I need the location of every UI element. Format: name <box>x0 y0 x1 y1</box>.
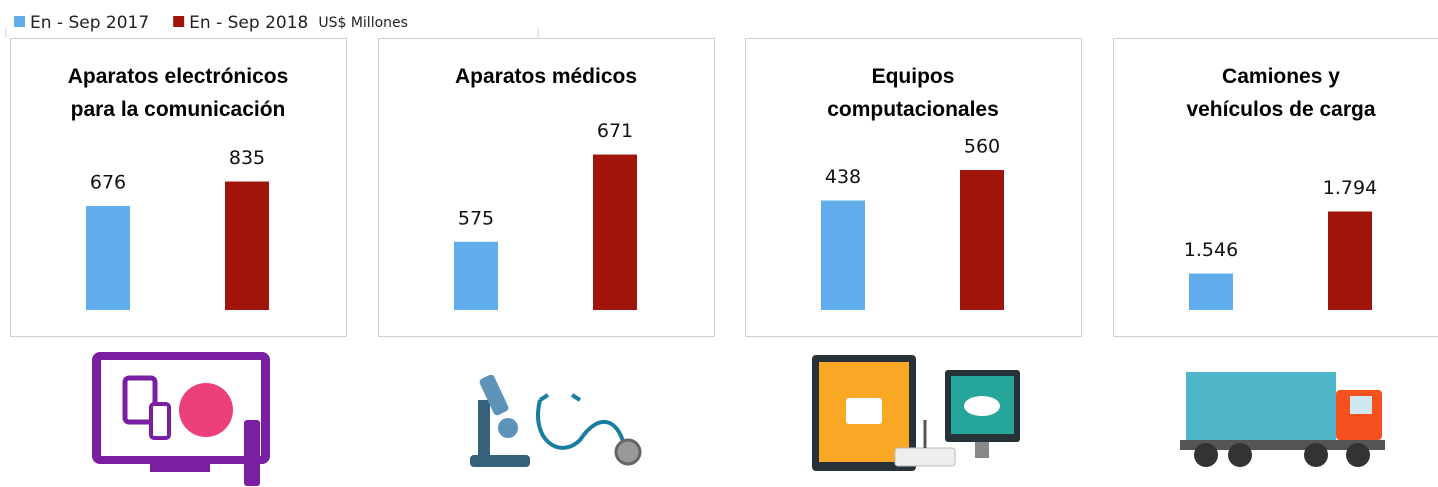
icon-medical <box>470 373 640 467</box>
page: En - Sep 2017 En - Sep 2018 US$ Millones 67… <box>0 0 1438 487</box>
bar <box>821 201 865 311</box>
value-label: 575 <box>458 207 494 229</box>
icon-truck <box>1180 372 1385 467</box>
bar <box>1189 274 1233 311</box>
chart-title: Equipos computacionales <box>745 60 1081 126</box>
value-label: 1.794 <box>1323 177 1377 199</box>
legend-swatch <box>173 16 184 27</box>
legend-label: En - Sep 2018 <box>189 13 308 33</box>
value-label: 1.546 <box>1184 239 1238 261</box>
legend-label: En - Sep 2017 <box>30 13 149 33</box>
bar <box>454 242 498 310</box>
bar <box>225 182 269 310</box>
bar <box>960 170 1004 310</box>
chart-title: Camiones y vehículos de carga <box>1113 60 1438 126</box>
legend-swatch <box>14 16 25 27</box>
icon-computers <box>812 355 1020 471</box>
value-label: 560 <box>964 136 1000 158</box>
unit-label: US$ Millones <box>318 15 408 31</box>
bar <box>593 155 637 310</box>
chart-title: Aparatos médicos <box>378 60 714 93</box>
value-label: 676 <box>90 172 126 194</box>
bar <box>1328 212 1372 311</box>
value-label: 438 <box>825 166 861 188</box>
chart-title: Aparatos electrónicos para la comunicaci… <box>10 60 346 126</box>
bar <box>86 206 130 310</box>
value-label: 835 <box>229 147 265 169</box>
value-label: 671 <box>597 120 633 142</box>
icon-tv <box>92 352 270 486</box>
